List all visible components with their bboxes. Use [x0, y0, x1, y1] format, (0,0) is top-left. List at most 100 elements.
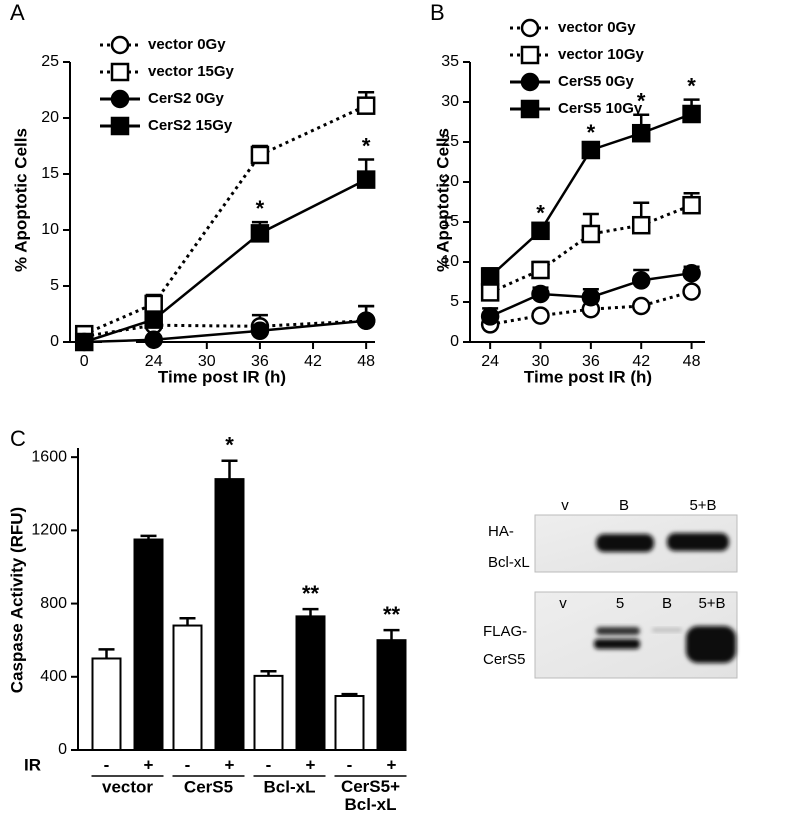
y-tick-label: 400 [40, 668, 67, 685]
error-bar [179, 616, 196, 626]
series-line [83, 104, 367, 336]
row-label: IR [24, 755, 41, 774]
marker-circle [110, 35, 130, 55]
x-tick-label: 42 [632, 353, 650, 370]
significance-mark: * [637, 89, 646, 114]
y-tick-label: 0 [450, 333, 459, 350]
series-label: - [266, 755, 272, 774]
legend-label: CerS5 0Gy [558, 73, 635, 90]
y-tick-label: 800 [40, 595, 67, 612]
panel-label: A [10, 0, 25, 25]
legend-label: CerS2 15Gy [148, 117, 233, 134]
bar [376, 639, 407, 752]
significance-mark: ** [383, 602, 401, 627]
error-bar [98, 648, 115, 659]
marker-square [631, 215, 651, 235]
series-label: + [225, 755, 235, 774]
lane-label: v [561, 497, 569, 514]
lane-label: B [662, 595, 672, 612]
x-tick-label: 30 [532, 353, 550, 370]
y-tick-label: 5 [50, 277, 59, 294]
lane-label: B [619, 497, 629, 514]
y-tick-label: 20 [441, 173, 459, 190]
marker-circle [531, 306, 550, 325]
bar [253, 674, 284, 752]
category-label: vector [102, 777, 153, 796]
marker-circle [110, 89, 130, 109]
series-label: + [144, 755, 154, 774]
lane-label: 5 [616, 595, 624, 612]
marker-square [631, 123, 651, 143]
marker-square [531, 221, 550, 241]
marker-square [480, 283, 500, 302]
error-bar [383, 628, 400, 641]
marker-circle [531, 284, 550, 304]
error-bar [221, 459, 238, 480]
blot-label: Bcl-xL [488, 554, 530, 571]
bar [133, 538, 164, 751]
marker-circle [250, 321, 270, 341]
y-axis-title: % Apoptotic Cells [433, 128, 452, 272]
y-tick-label: 30 [441, 93, 459, 110]
significance-mark: * [362, 133, 371, 158]
marker-square [110, 62, 130, 82]
blot-flag: v 5 B 5+B FLAG- CerS5 [483, 591, 738, 679]
marker-square [250, 224, 270, 243]
blot-label: HA- [488, 523, 514, 540]
x-tick-label: 36 [251, 353, 269, 370]
blot-label: FLAG- [483, 623, 527, 640]
y-tick-label: 5 [450, 293, 459, 310]
y-tick-label: 15 [41, 165, 59, 182]
y-tick-label: 25 [41, 53, 59, 70]
marker-square [144, 294, 163, 314]
marker-circle [581, 287, 601, 307]
y-tick-label: 20 [41, 109, 59, 126]
marker-square [682, 104, 701, 124]
x-tick-label: 48 [683, 353, 701, 370]
y-tick-label: 15 [441, 213, 459, 230]
y-axis-title: % Apoptotic Cells [11, 128, 30, 272]
series-line [489, 203, 693, 294]
significance-mark: * [587, 120, 596, 145]
y-tick-label: 35 [441, 53, 459, 70]
lane-label: 5+B [698, 595, 725, 612]
marker-square [520, 99, 540, 119]
y-tick-label: 1600 [31, 448, 67, 465]
blot-band [594, 639, 640, 649]
marker-square [356, 170, 376, 189]
x-axis-title: Time post IR (h) [158, 367, 286, 386]
marker-circle [144, 330, 163, 350]
marker-square [682, 195, 701, 215]
marker-square [581, 224, 601, 244]
marker-circle [631, 296, 651, 316]
bar [334, 695, 365, 751]
y-axis-title: Caspase Activity (RFU) [7, 507, 26, 693]
lane-label: v [559, 595, 567, 612]
legend-label: vector 10Gy [558, 46, 645, 63]
marker-circle [520, 18, 540, 38]
y-tick-label: 0 [50, 333, 59, 350]
marker-square [110, 116, 130, 136]
marker-circle [682, 263, 701, 283]
y-tick-label: 10 [41, 221, 59, 238]
legend-label: vector 0Gy [558, 19, 636, 36]
panel-label: C [10, 426, 26, 451]
series-line [489, 290, 692, 326]
bar [295, 615, 326, 751]
category-label: CerS5 [184, 777, 233, 796]
marker-circle [520, 72, 540, 92]
significance-mark: * [536, 201, 545, 226]
series-label: - [104, 755, 110, 774]
bar [172, 624, 203, 751]
error-bar [302, 607, 319, 617]
marker-circle [631, 271, 651, 290]
marker-square [581, 140, 601, 160]
legend-label: CerS5 10Gy [558, 100, 643, 117]
series-label: - [347, 755, 353, 774]
marker-square [480, 267, 500, 286]
series-label: - [185, 755, 191, 774]
bar [91, 657, 122, 752]
marker-square [356, 96, 376, 115]
significance-mark: * [687, 73, 696, 98]
